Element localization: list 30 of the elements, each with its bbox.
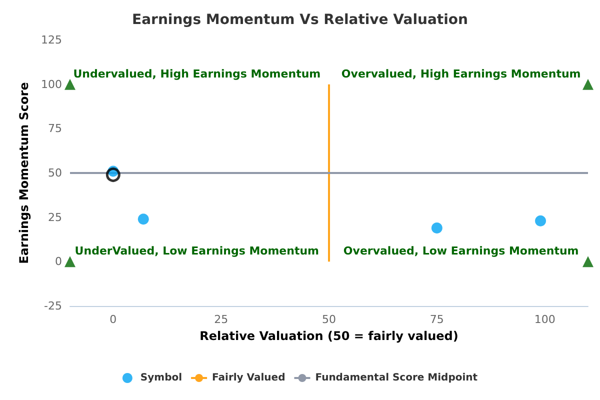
y-tick-label: 50 — [48, 166, 62, 180]
annotation: Undervalued, High Earnings Momentum — [73, 67, 321, 80]
y-tick-label: 0 — [55, 255, 62, 268]
point — [535, 215, 546, 226]
point — [431, 222, 442, 234]
y-tick-label: 100 — [41, 78, 62, 91]
annotation: Overvalued, Low Earnings Momentum — [343, 244, 579, 258]
x-axis-title: Relative Valuation (50 = fairly valued) — [200, 329, 458, 343]
y-tick-label: -25 — [44, 300, 62, 312]
point — [106, 168, 120, 182]
chart-title: Earnings Momentum Vs Relative Valuation — [132, 12, 468, 28]
legend-label: Fundamental Score Midpoint — [315, 372, 478, 384]
point — [582, 256, 594, 268]
point — [582, 78, 594, 90]
y-axis-title: Earnings Momentum Score — [17, 82, 31, 264]
x-tick-label: 50 — [322, 313, 336, 326]
x-tick-label: 75 — [430, 313, 444, 326]
x-tick-label: 25 — [214, 313, 228, 326]
y-tick-label: 25 — [48, 210, 62, 224]
x-tick-label: 0 — [110, 313, 117, 326]
y-tick-label: 125 — [41, 34, 62, 46]
legend-label: Fairly Valued — [212, 372, 286, 384]
point — [64, 78, 76, 90]
annotation: UnderValued, Low Earnings Momentum — [74, 244, 320, 258]
y-tick-label: 75 — [48, 122, 62, 136]
point — [138, 214, 149, 225]
x-tick-label: 100 — [534, 313, 556, 326]
point — [64, 256, 76, 268]
annotation: Overvalued, High Earnings Momentum — [341, 67, 581, 80]
legend-label: Symbol — [140, 372, 182, 384]
